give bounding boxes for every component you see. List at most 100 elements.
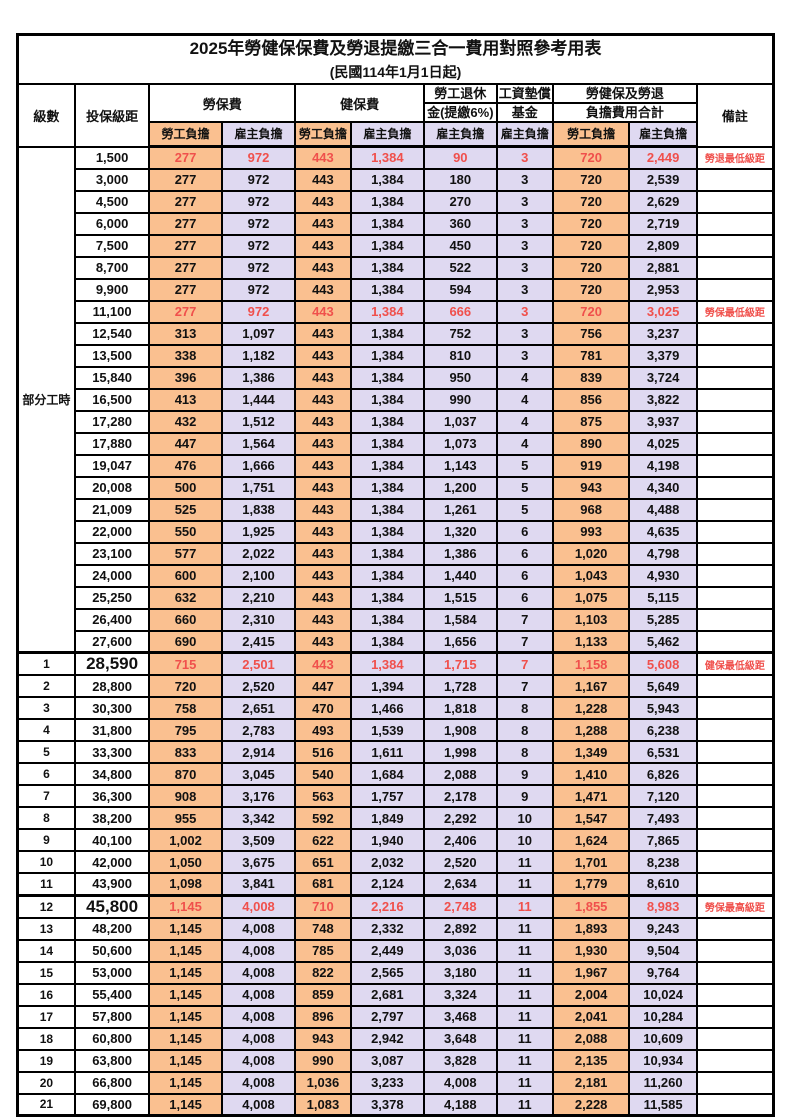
table-row: 8,700 277 972 443 1,384 522 3 720 2,881 [18,255,775,280]
value-cell: 1,584 [423,607,498,632]
value-cell: 4 [495,409,554,434]
remark-cell [695,585,775,610]
value-cell: 338 [148,343,223,368]
bracket-cell: 17,280 [73,409,151,434]
remark-cell [695,718,775,742]
bracket-cell: 21,009 [73,497,151,522]
level-cell: 6 [16,762,76,786]
remark-cell [695,321,775,346]
value-cell: 516 [294,740,352,764]
value-cell: 443 [294,563,352,588]
value-cell: 2,565 [349,960,426,985]
value-cell: 1,394 [349,674,426,698]
bracket-cell: 13,500 [73,343,151,368]
value-cell: 752 [423,321,498,346]
value-cell: 710 [294,893,352,919]
value-cell: 1,167 [551,674,631,698]
bracket-cell: 19,047 [73,453,151,478]
bracket-cell: 20,008 [73,475,151,500]
bracket-cell: 28,590 [73,651,151,676]
value-cell: 2,783 [220,718,297,742]
value-cell: 450 [423,233,498,258]
bracket-cell: 6,000 [73,211,151,236]
table-row: 12 45,800 1,145 4,008 710 2,216 2,748 11 1,855 8,… [16,893,775,919]
value-cell: 600 [148,563,223,588]
value-cell: 1,384 [349,475,426,500]
value-cell: 720 [551,145,631,170]
value-cell: 1,103 [551,607,631,632]
value-cell: 550 [148,519,223,544]
value-cell: 1,384 [349,343,426,368]
value-cell: 6,826 [628,762,698,786]
remark-cell [695,189,775,214]
value-cell: 1,779 [551,872,631,896]
value-cell: 3,087 [349,1048,426,1073]
value-cell: 5,943 [628,696,698,720]
table-row: 20 66,800 1,145 4,008 1,036 3,233 4,008 11 2,181… [16,1070,775,1095]
value-cell: 443 [294,211,352,236]
value-cell: 2,415 [220,629,297,654]
value-cell: 4,008 [220,1004,297,1029]
value-cell: 90 [423,145,498,170]
remark-cell [695,563,775,588]
bracket-cell: 42,000 [73,850,151,874]
value-cell: 360 [423,211,498,236]
value-cell: 1,020 [551,541,631,566]
value-cell: 277 [148,277,223,302]
value-cell: 6 [495,563,554,588]
table-header: 2025年勞健保保費及勞退提繳三合一費用對照參考用表 (民國114年1月1日起)… [16,33,775,148]
value-cell: 8 [495,718,554,742]
value-cell: 396 [148,365,223,390]
value-cell: 11 [495,1092,554,1117]
value-cell: 908 [148,784,223,808]
table-row: 11 43,900 1,098 3,841 681 2,124 2,634 11 1,779 8,… [16,872,775,896]
col-header-labor-fee: 勞保費 [148,83,297,123]
remark-cell: 健保最低級距 [695,651,775,676]
value-cell: 10,609 [628,1026,698,1051]
value-cell: 500 [148,475,223,500]
remark-cell: 勞保最高級距 [695,893,775,919]
value-cell: 4 [495,431,554,456]
value-cell: 3,675 [220,850,297,874]
value-cell: 2,501 [220,651,297,676]
value-cell: 9 [495,762,554,786]
level-cell: 8 [16,806,76,830]
value-cell: 9,764 [628,960,698,985]
table-row: 3 30,300 758 2,651 470 1,466 1,818 8 1,228 5,943 [16,696,775,720]
value-cell: 443 [294,343,352,368]
value-cell: 592 [294,806,352,830]
remark-cell [695,784,775,808]
value-cell: 1,043 [551,563,631,588]
value-cell: 1,666 [220,453,297,478]
value-cell: 1,384 [349,189,426,214]
value-cell: 4,930 [628,563,698,588]
bracket-cell: 4,500 [73,189,151,214]
header-group-row-2: 金(提繳6%) 基金 負擔費用合計 [18,102,774,123]
value-cell: 839 [551,365,631,390]
value-cell: 443 [294,277,352,302]
value-cell: 2,406 [423,828,498,852]
value-cell: 447 [294,674,352,698]
value-cell: 1,967 [551,960,631,985]
table-row: 24,000 600 2,100 443 1,384 1,440 6 1,043 4,930 [18,563,775,588]
value-cell: 277 [148,233,223,258]
bracket-cell: 43,900 [73,872,151,896]
subheader-health-employee: 勞工負擔 [294,121,352,148]
remark-cell [695,629,775,654]
value-cell: 594 [423,277,498,302]
value-cell: 1,075 [551,585,631,610]
value-cell: 443 [294,255,352,280]
value-cell: 277 [148,299,223,324]
subheader-total-employee: 勞工負擔 [551,121,631,148]
value-cell: 720 [551,189,631,214]
remark-cell [695,607,775,632]
value-cell: 10 [495,806,554,830]
value-cell: 1,908 [423,718,498,742]
remark-cell [695,1092,775,1117]
table-row: 6 34,800 870 3,045 540 1,684 2,088 9 1,410 6,826 [16,762,775,786]
bracket-cell: 57,800 [73,1004,151,1029]
value-cell: 1,701 [551,850,631,874]
value-cell: 270 [423,189,498,214]
value-cell: 1,624 [551,828,631,852]
